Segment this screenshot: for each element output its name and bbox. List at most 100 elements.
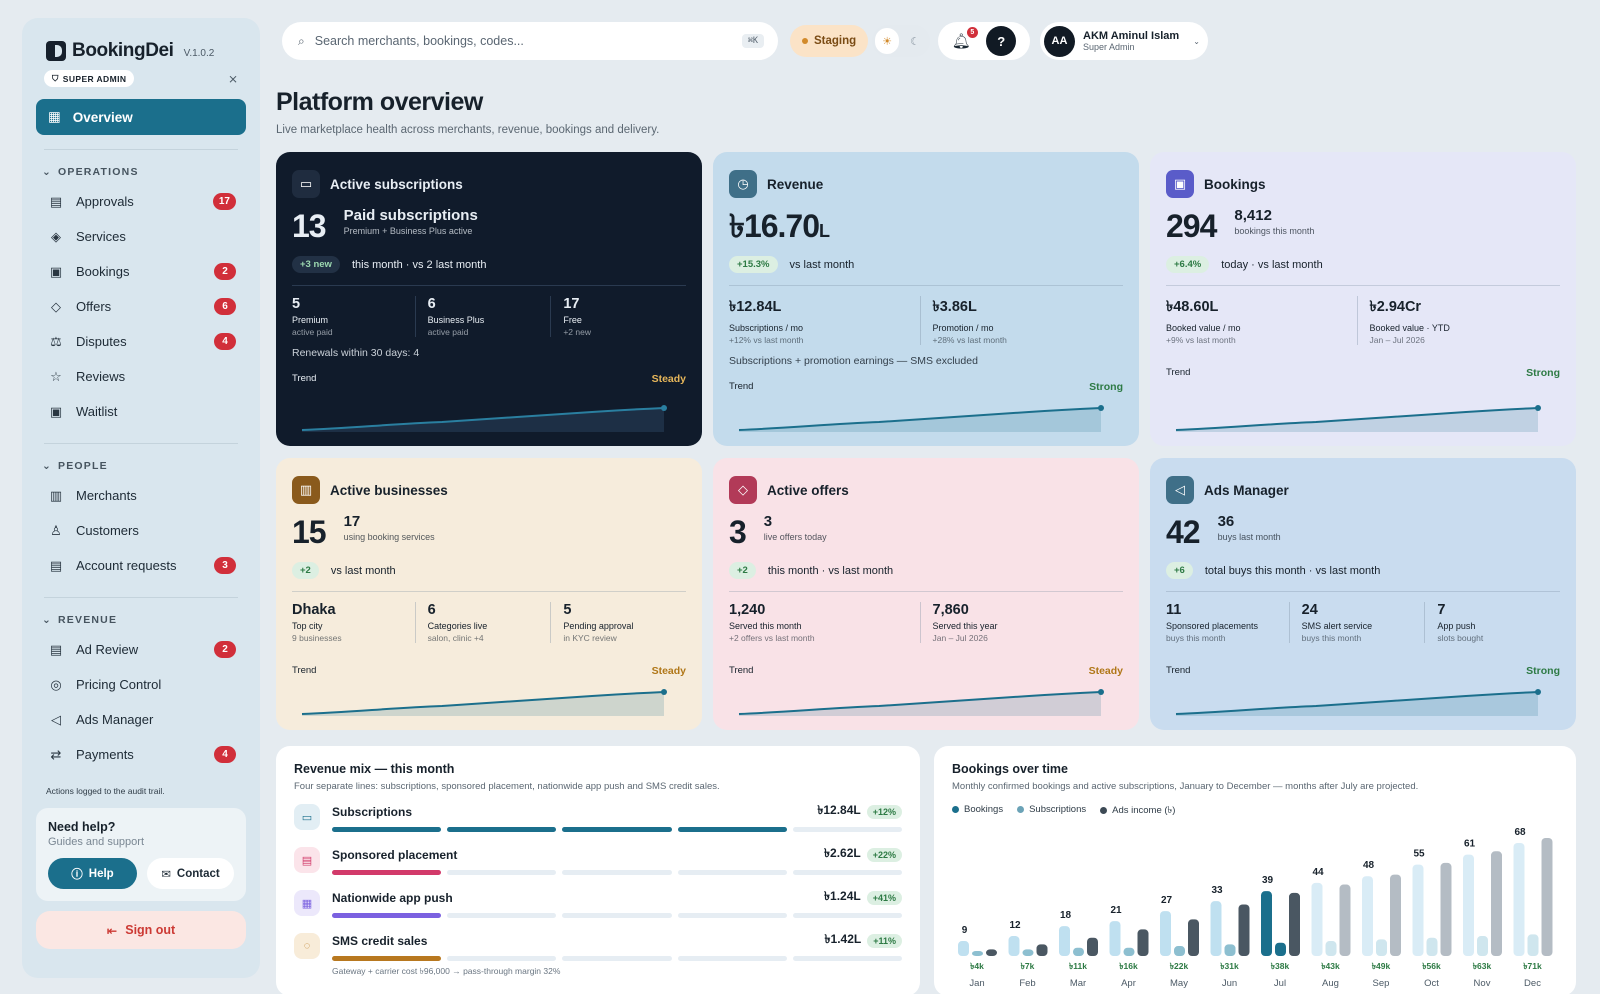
kpi-card-revenue[interactable]: ◷ Revenue ৳16.70L +15.3% vs last month ৳12.84… [713,152,1139,446]
sidebar-item-ads-manager[interactable]: ◁ Ads Manager [36,702,246,737]
progress-segment [792,827,903,832]
trend-sparkline [1175,689,1541,716]
sidebar-item-label: Pricing Control [76,677,162,692]
card-stat: ৳48.60L Booked value / mo +9% vs last mont… [1166,296,1358,345]
sidebar-item-account-requests[interactable]: ▤ Account requests 3 [36,548,246,583]
mail-icon: ✉ [161,868,171,881]
ads-income-label: ৳71k [1523,961,1542,971]
ads-income-label: ৳31k [1220,961,1239,971]
bar-ads-income [1036,944,1048,956]
sidebar-item-customers[interactable]: ♙ Customers [36,513,246,548]
x-tick-label: Jan [969,978,984,989]
mix-progress-bar [332,956,903,961]
kpi-card-active-offers[interactable]: ◇ Active offers 3 3 live offers today +2 this … [713,458,1139,730]
sidebar-item-disputes[interactable]: ⚖ Disputes 4 [36,324,246,359]
stat-sub: +2 new [563,327,591,337]
help-button[interactable]: ⓘ Help [48,858,137,889]
sun-icon[interactable]: ☀ [875,28,899,54]
brand-version: V.1.0.2 [183,48,215,59]
search-input[interactable] [314,34,732,48]
progress-segment [447,870,557,875]
bar-bookings [1362,876,1373,956]
divider [729,285,1123,286]
card-stat: ৳3.86L Promotion / mo +28% vs last month [921,296,1124,345]
nav-section-people[interactable]: ⌄ PEOPLE [42,460,246,472]
bar-value-label: 48 [1363,860,1375,871]
kpi-card-active-subscriptions[interactable]: ▭ Active subscriptions 13 Paid subscription… [276,152,702,446]
progress-segment [792,913,903,918]
card-stat: ৳12.84L Subscriptions / mo +12% vs last mo… [729,296,921,345]
revenue-mix-row[interactable]: ▤ Sponsored placement ৳2.62L +22% [294,845,903,878]
chevron-down-icon: ⌄ [42,614,52,626]
x-tick-label: Jul [1274,978,1286,989]
collapse-sidebar-icon[interactable]: ⨯ [227,71,238,86]
nav-section-revenue[interactable]: ⌄ REVENUE [42,614,246,626]
sidebar-item-pricing-control[interactable]: ◎ Pricing Control [36,667,246,702]
card-side-label: Premium + Business Plus active [343,226,473,236]
kpi-card-bookings[interactable]: ▣ Bookings 294 8,412 bookings this month +6.4… [1150,152,1576,446]
bell-icon[interactable]: 🔔︎ 5 [952,27,978,50]
sidebar-item-approvals[interactable]: ▤ Approvals 17 [36,184,246,219]
bar-subscriptions [1174,946,1185,956]
sign-out-button[interactable]: ⇤ Sign out [36,911,246,949]
count-badge: 3 [214,557,236,574]
stat-sub: salon, clinic +4 [427,633,484,643]
icon-group: 🔔︎ 5 ? [938,22,1030,60]
star-icon: ☆ [50,368,62,384]
sidebar-item-services[interactable]: ◈ Services [36,219,246,254]
brand-name: BookingDei [72,40,174,61]
revenue-mix-row[interactable]: ◌ SMS credit sales ৳1.42L +11% [294,931,903,964]
divider [292,591,686,592]
bar-value-label: 39 [1262,875,1274,886]
bar-value-label: 33 [1211,885,1223,896]
sidebar-item-reviews[interactable]: ☆ Reviews [36,359,246,394]
x-tick-label: May [1170,978,1188,989]
progress-segment [562,870,672,875]
kpi-card-active-businesses[interactable]: ▥ Active businesses 15 17 using booking serv… [276,458,702,730]
stat-value: 6 [427,296,436,312]
progress-segment [677,870,787,875]
sidebar-item-ad-review[interactable]: ▤ Ad Review 2 [36,632,246,667]
sidebar-item-waitlist[interactable]: ▣ Waitlist [36,394,246,429]
delta-chip: +15.3% [729,256,778,273]
help-icon[interactable]: ? [986,26,1017,56]
revenue-mix-row[interactable]: ▭ Subscriptions ৳12.84L +12% [294,802,903,835]
delta-text: total buys this month · vs last month [1204,564,1381,577]
ads-income-label: ৳4k [970,961,984,971]
stat-sub: in KYC review [563,633,617,643]
role-badge-label: SUPER ADMIN [62,73,127,84]
card-side-value: Paid subscriptions [343,207,478,224]
progress-segment [677,956,787,961]
brand[interactable]: BookingDei V.1.0.2 [36,40,246,62]
ads-income-label: ৳63k [1473,961,1492,971]
x-tick-label: Oct [1424,978,1439,989]
stat-label: Promotion / mo [932,323,994,333]
sidebar-item-label: Customers [76,523,139,538]
user-menu[interactable]: AA AKM Aminul Islam Super Admin ⌄ [1040,22,1208,60]
nav-section-operations[interactable]: ⌄ OPERATIONS [42,166,246,178]
contact-button[interactable]: ✉ Contact [146,858,234,889]
revenue-mix-row[interactable]: ▦ Nationwide app push ৳1.24L +41% [294,888,903,921]
bar-bookings [1160,911,1171,956]
kpi-card-ads-manager[interactable]: ◁ Ads Manager 42 36 buys last month +6 total b… [1150,458,1576,730]
delta-chip: +3 new [292,256,340,273]
bar-subscriptions [1224,944,1236,956]
store-icon: ▥ [292,476,320,504]
sidebar-item-bookings[interactable]: ▣ Bookings 2 [36,254,246,289]
ads-income-label: ৳22k [1170,961,1189,971]
sidebar-item-offers[interactable]: ◇ Offers 6 [36,289,246,324]
card-stat: 5 Premium active paid [292,296,416,337]
trend-label: Trend [1166,665,1191,676]
stat-label: Pending approval [563,621,634,631]
env-badge[interactable]: Staging [790,25,869,57]
nav-overview[interactable]: ▦ Overview [36,99,246,135]
bar-value-label: 44 [1312,867,1324,878]
sidebar-item-merchants[interactable]: ▥ Merchants [36,478,246,513]
divider [1166,591,1560,592]
progress-segment [562,827,672,832]
sidebar-item-payments[interactable]: ⇄ Payments 4 [36,737,246,772]
stat-sub: slots bought [1437,633,1484,643]
card-stat: 1,240 Served this month +2 offers vs last … [729,602,921,643]
bar-bookings [1463,854,1474,956]
moon-icon[interactable]: ☾ [910,35,920,48]
